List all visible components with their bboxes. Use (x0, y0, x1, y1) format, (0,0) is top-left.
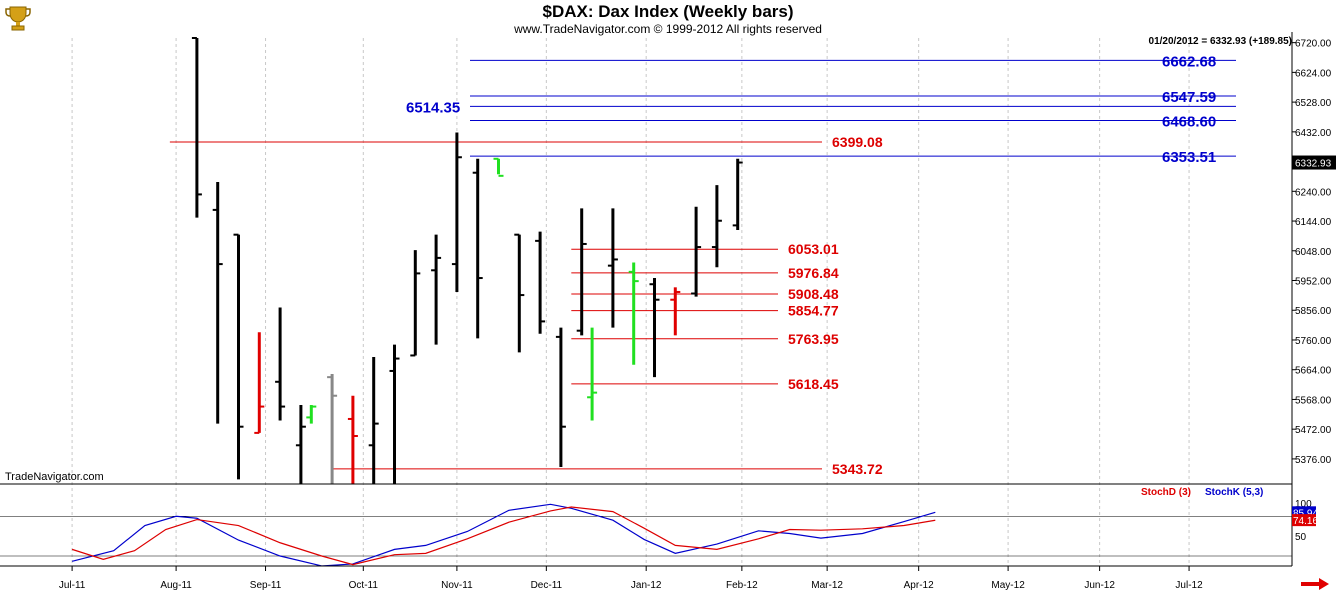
blue-level-label: 6662.68 (1162, 53, 1216, 70)
ohlc-bar (327, 374, 338, 484)
level-lines: 6662.68 6547.59 6514.35 6468.60 6353.51 6399.… (169, 53, 1236, 477)
ohlc-bar (628, 262, 639, 365)
y-tick-label: 5664.00 (1295, 366, 1332, 377)
x-tick-label: May-12 (991, 580, 1025, 591)
watermark: TradeNavigator.com (5, 471, 104, 483)
ohlc-bar (607, 208, 618, 328)
y-tick-label: 5760.00 (1295, 336, 1332, 347)
y-tick-label: 5856.00 (1295, 306, 1332, 317)
red-level-label: 6053.01 (788, 241, 839, 257)
blue-level-label: 6468.60 (1162, 114, 1216, 131)
x-tick-label: Feb-12 (726, 580, 758, 591)
ohlc-bar (431, 234, 442, 345)
x-tick-label: Apr-12 (904, 580, 934, 591)
y-tick-label: 6432.00 (1295, 128, 1332, 139)
y-tick-label: 6528.00 (1295, 98, 1332, 109)
ohlc-bar (576, 208, 587, 336)
red-level-label: 5343.72 (832, 461, 883, 477)
y-tick-label: 6240.00 (1295, 187, 1332, 198)
last-value-box (1292, 155, 1336, 170)
ohlc-bar (649, 278, 660, 378)
red-level-label: 6399.08 (832, 134, 883, 150)
arrow-right-icon[interactable] (1300, 578, 1330, 590)
x-tick-label: Aug-11 (160, 580, 192, 591)
x-tick-label: Sep-11 (250, 580, 282, 591)
stochd-last-box (1292, 514, 1316, 527)
ohlc-bar (711, 185, 722, 268)
last-price-info: 01/20/2012 = 6332.93 (+189.85) (1148, 36, 1292, 47)
ohlc-bar (410, 250, 421, 357)
ohlc-bar (347, 395, 358, 484)
ohlc-bar (732, 158, 743, 231)
blue-level-label: 6547.59 (1162, 89, 1216, 106)
x-tick-label: Mar-12 (811, 580, 843, 591)
y-tick-label: 5376.00 (1295, 455, 1332, 466)
y-tick-label: 5952.00 (1295, 277, 1332, 288)
ohlc-bar (535, 231, 546, 334)
y-tick-label: 6624.00 (1295, 68, 1332, 79)
red-level-label: 5908.48 (788, 286, 839, 302)
price-axis: 6720.006624.006528.006432.006336.006240.… (1291, 32, 1336, 566)
red-level-label: 5854.77 (788, 303, 839, 319)
ohlc-bar (451, 132, 462, 292)
ohlc-bar (368, 357, 379, 484)
legend-stochk: StochK (5,3) (1205, 487, 1263, 498)
ohlc-bar (275, 307, 286, 421)
blue-level-label: 6353.51 (1162, 149, 1216, 166)
stoch-series-line (71, 506, 936, 566)
x-tick-label: Oct-11 (349, 580, 379, 591)
legend-stochd: StochD (3) (1141, 487, 1191, 498)
trophy-logo-icon (5, 6, 31, 31)
y-tick-label: 6144.00 (1295, 217, 1332, 228)
y-tick-label: 6048.00 (1295, 247, 1332, 258)
last-value-label: 6332.93 (1295, 159, 1332, 170)
ohlc-bar (670, 287, 681, 336)
stochd-last-label: 74.16 (1293, 516, 1318, 527)
ohlc-bar (555, 327, 566, 467)
stoch-tick-label: 100 (1295, 499, 1312, 510)
ohlc-bar (233, 233, 244, 480)
ohlc-bar (212, 182, 223, 424)
x-tick-label: Dec-11 (531, 580, 563, 591)
x-tick-label: Jul-12 (1175, 580, 1203, 591)
stoch-series-line (71, 503, 936, 567)
x-tick-label: Jul-11 (59, 580, 86, 591)
stochk-last-label: 85.94 (1293, 508, 1318, 519)
x-tick-label: Nov-11 (441, 580, 473, 591)
ohlc-bar (254, 332, 265, 434)
grid-lines (71, 38, 1190, 566)
ohlc-bar (295, 405, 306, 484)
ohlc-bar (691, 206, 702, 297)
y-tick-label: 6720.00 (1295, 39, 1332, 50)
date-axis: Jul-11 Aug-11 Sep-11 Oct-11 Nov-11 Dec-11 Jan-… (59, 566, 1203, 591)
ohlc-bar (493, 157, 504, 177)
ohlc-bar (306, 405, 317, 424)
red-level-label: 5763.95 (788, 331, 839, 347)
stoch-tick-label: 50 (1295, 532, 1307, 543)
ohlc-bar (472, 158, 483, 339)
price-bars (191, 37, 743, 484)
y-tick-label: 5472.00 (1295, 425, 1332, 436)
ohlc-bar (587, 327, 598, 421)
y-tick-label: 5568.00 (1295, 395, 1332, 406)
chart-title: $DAX: Dax Index (Weekly bars) (542, 2, 794, 21)
x-tick-label: Jan-12 (631, 580, 662, 591)
x-tick-label: Jun-12 (1084, 580, 1115, 591)
ohlc-bar (191, 37, 202, 218)
blue-level-label: 6514.35 (406, 99, 460, 116)
ohlc-bar (389, 344, 400, 484)
red-level-label: 5976.84 (788, 265, 839, 281)
chart-subtitle: www.TradeNavigator.com © 1999-2012 All r… (514, 22, 822, 36)
ohlc-bar (514, 233, 525, 353)
red-level-label: 5618.45 (788, 376, 839, 392)
